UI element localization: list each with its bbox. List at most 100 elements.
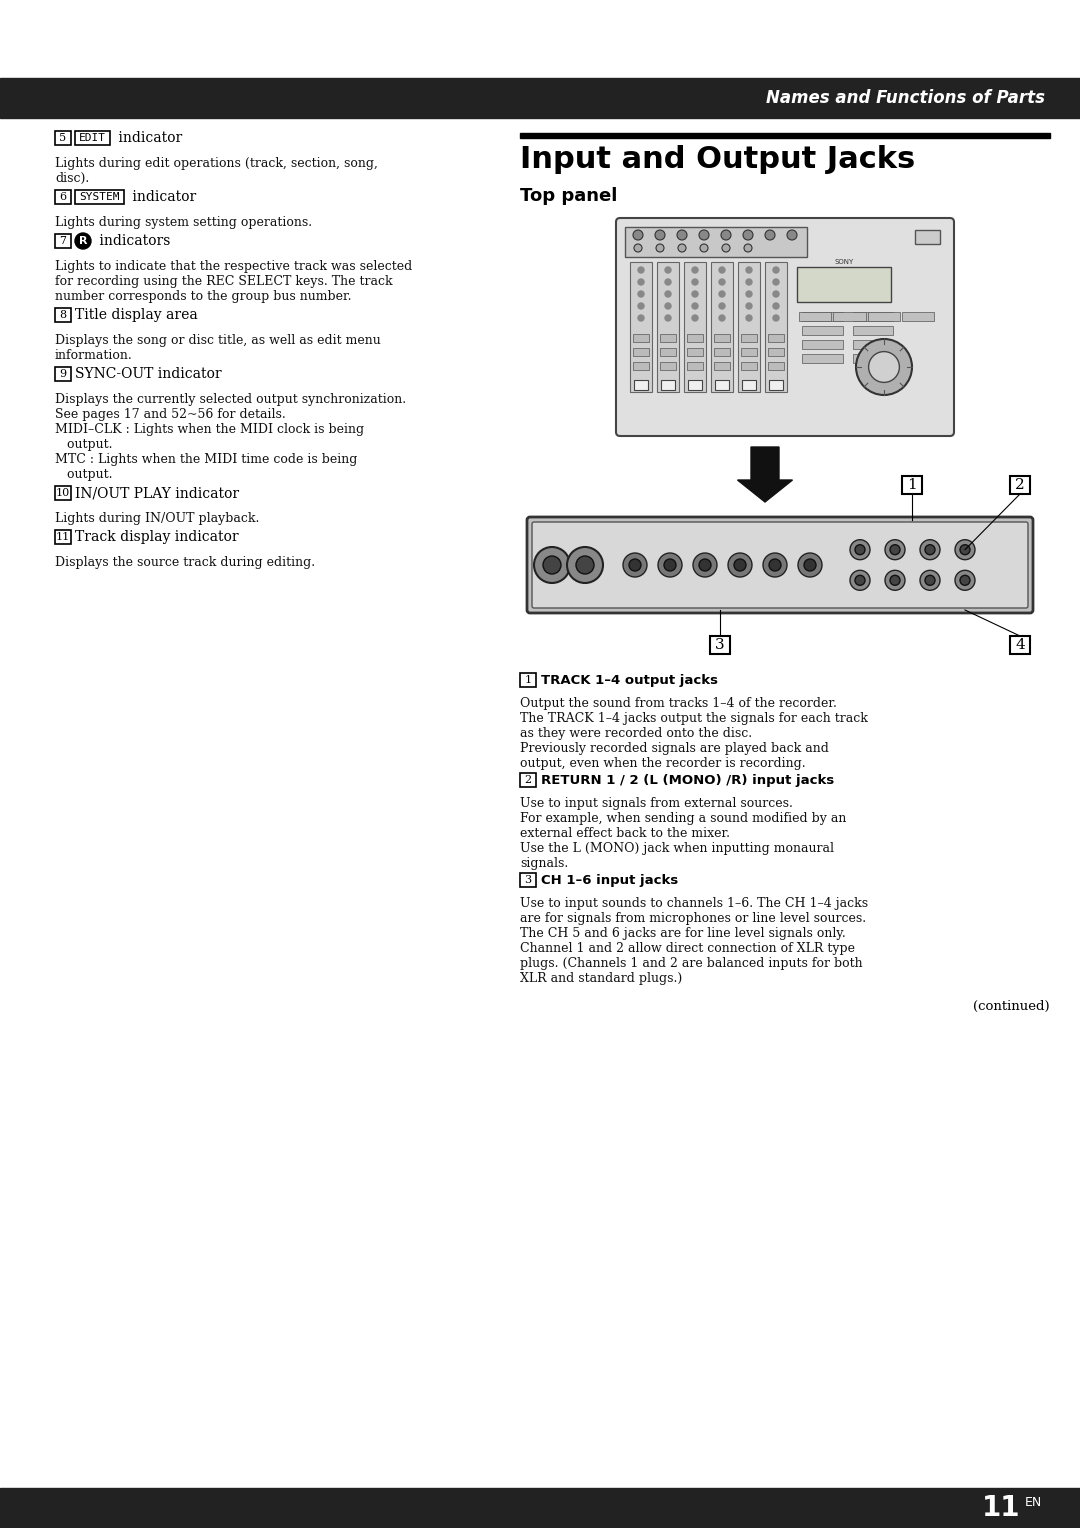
Bar <box>765 261 787 393</box>
Text: Output the sound from tracks 1–4 of the recorder.: Output the sound from tracks 1–4 of the … <box>519 697 837 711</box>
Circle shape <box>765 231 775 240</box>
Circle shape <box>804 559 816 571</box>
Text: 3: 3 <box>715 639 725 652</box>
Bar <box>867 312 900 321</box>
Circle shape <box>664 559 676 571</box>
Circle shape <box>890 544 900 555</box>
Bar <box>660 362 676 370</box>
Bar <box>1010 636 1030 654</box>
Bar <box>902 477 922 494</box>
Bar <box>687 335 703 342</box>
Text: RETURN 1 / 2 (L (MONO) /R) input jacks: RETURN 1 / 2 (L (MONO) /R) input jacks <box>541 773 834 787</box>
Circle shape <box>638 290 644 296</box>
Circle shape <box>654 231 665 240</box>
Circle shape <box>924 576 935 585</box>
Text: 11: 11 <box>982 1494 1020 1522</box>
Circle shape <box>960 576 970 585</box>
Circle shape <box>746 280 752 286</box>
Bar <box>802 325 842 335</box>
Circle shape <box>723 244 730 252</box>
Circle shape <box>699 231 708 240</box>
Text: as they were recorded onto the disc.: as they were recorded onto the disc. <box>519 727 752 740</box>
Text: are for signals from microphones or line level sources.: are for signals from microphones or line… <box>519 912 866 924</box>
Circle shape <box>734 559 746 571</box>
Text: 2: 2 <box>525 775 531 785</box>
Circle shape <box>746 290 752 296</box>
Circle shape <box>638 267 644 274</box>
Circle shape <box>700 244 708 252</box>
Text: MIDI–CLK : Lights when the MIDI clock is being: MIDI–CLK : Lights when the MIDI clock is… <box>55 423 364 435</box>
Circle shape <box>719 303 725 309</box>
Circle shape <box>623 553 647 578</box>
Circle shape <box>773 280 779 286</box>
Bar <box>55 530 71 544</box>
Text: SYSTEM: SYSTEM <box>79 193 120 202</box>
Text: XLR and standard plugs.): XLR and standard plugs.) <box>519 972 683 986</box>
Bar <box>634 380 648 390</box>
FancyBboxPatch shape <box>527 516 1032 613</box>
Circle shape <box>534 547 570 584</box>
Circle shape <box>773 290 779 296</box>
Circle shape <box>746 267 752 274</box>
Text: output.: output. <box>55 468 112 481</box>
Text: 8: 8 <box>59 310 67 319</box>
Text: Channel 1 and 2 allow direct connection of XLR type: Channel 1 and 2 allow direct connection … <box>519 941 855 955</box>
Circle shape <box>665 303 671 309</box>
Text: disc).: disc). <box>55 173 90 185</box>
Circle shape <box>924 544 935 555</box>
Circle shape <box>677 231 687 240</box>
Bar <box>853 354 893 364</box>
Text: Displays the source track during editing.: Displays the source track during editing… <box>55 556 315 568</box>
Circle shape <box>692 280 698 286</box>
Bar <box>769 380 783 390</box>
Text: signals.: signals. <box>519 857 568 869</box>
Circle shape <box>855 544 865 555</box>
Circle shape <box>638 315 644 321</box>
Circle shape <box>543 556 561 575</box>
Bar <box>714 362 730 370</box>
Circle shape <box>728 553 752 578</box>
Text: CH 1–6 input jacks: CH 1–6 input jacks <box>541 874 678 886</box>
Bar <box>0 78 1080 118</box>
Text: Names and Functions of Parts: Names and Functions of Parts <box>766 89 1045 107</box>
Bar <box>657 261 679 393</box>
Text: (continued): (continued) <box>973 999 1050 1013</box>
Circle shape <box>773 267 779 274</box>
Text: 1: 1 <box>907 478 917 492</box>
Circle shape <box>885 539 905 559</box>
Bar <box>684 261 706 393</box>
Bar <box>714 335 730 342</box>
Circle shape <box>890 576 900 585</box>
Bar <box>519 773 536 787</box>
Text: information.: information. <box>55 348 133 362</box>
Text: Top panel: Top panel <box>519 186 618 205</box>
Bar <box>768 335 784 342</box>
Bar <box>853 325 893 335</box>
Bar <box>55 309 71 322</box>
Bar <box>75 131 110 145</box>
Bar <box>55 131 71 145</box>
Circle shape <box>855 576 865 585</box>
Bar <box>715 380 729 390</box>
Circle shape <box>699 559 711 571</box>
Text: Displays the currently selected output synchronization.: Displays the currently selected output s… <box>55 393 406 406</box>
Circle shape <box>920 539 940 559</box>
Bar <box>768 348 784 356</box>
Text: Lights during edit operations (track, section, song,: Lights during edit operations (track, se… <box>55 157 378 170</box>
Text: indicator: indicator <box>113 131 183 145</box>
Circle shape <box>856 339 912 396</box>
Text: Use the L (MONO) jack when inputting monaural: Use the L (MONO) jack when inputting mon… <box>519 842 834 856</box>
Text: 11: 11 <box>56 532 70 542</box>
Circle shape <box>665 315 671 321</box>
FancyBboxPatch shape <box>616 219 954 435</box>
Text: output.: output. <box>55 439 112 451</box>
Text: IN/OUT PLAY indicator: IN/OUT PLAY indicator <box>75 486 239 500</box>
Text: EDIT: EDIT <box>79 133 106 144</box>
Bar <box>741 362 757 370</box>
Text: Lights to indicate that the respective track was selected: Lights to indicate that the respective t… <box>55 260 413 274</box>
Text: Lights during system setting operations.: Lights during system setting operations. <box>55 215 312 229</box>
Bar <box>687 348 703 356</box>
Text: output, even when the recorder is recording.: output, even when the recorder is record… <box>519 756 806 770</box>
Text: 4: 4 <box>1015 639 1025 652</box>
Bar <box>661 380 675 390</box>
